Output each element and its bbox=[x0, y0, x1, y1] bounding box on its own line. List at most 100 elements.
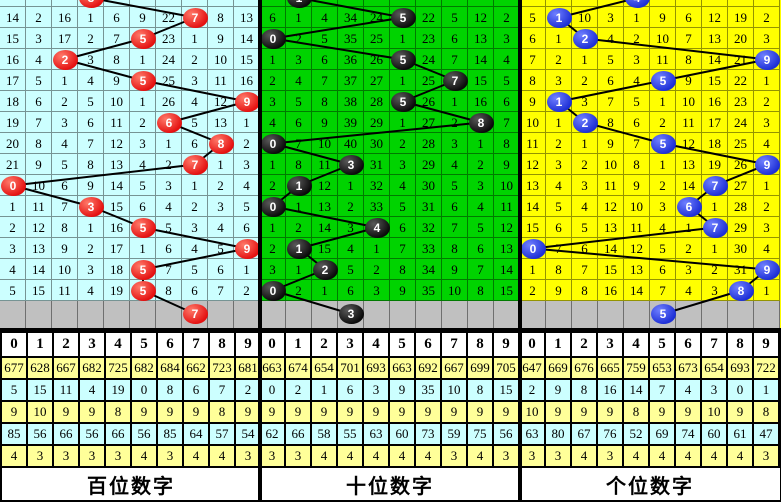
miss-grid-tens: 6 1 4 34 24 22 5 12 2 2 5 35 25 1 23 6 13 3 1 3 6 36 26 24 7 14 4 2… bbox=[260, 0, 520, 328]
stat-cell: 4 bbox=[390, 446, 416, 466]
miss-count-cell: 7 bbox=[572, 259, 598, 280]
stat-cell: 8 bbox=[158, 380, 184, 400]
miss-count-cell: 14 bbox=[598, 238, 624, 259]
grid-row: 3 1 5 2 8 34 9 7 14 bbox=[260, 259, 520, 280]
miss-count-cell: 35 bbox=[338, 28, 364, 49]
stat-cell: 4 bbox=[702, 446, 728, 466]
miss-count-cell: 5 bbox=[130, 175, 156, 196]
stat-cell: 3 bbox=[364, 380, 390, 400]
drawn-number-ball: 7 bbox=[702, 175, 728, 196]
miss-count-cell: 31 bbox=[416, 196, 442, 217]
stat-cell: 56 bbox=[28, 424, 54, 444]
miss-count-cell: 5 bbox=[312, 28, 338, 49]
miss-count-cell: 8 bbox=[520, 70, 546, 91]
miss-count-cell: 2 bbox=[572, 154, 598, 175]
miss-count-cell: 17 bbox=[0, 70, 26, 91]
stat-cell: 63 bbox=[364, 424, 390, 444]
stat-cell: 4 bbox=[312, 446, 338, 466]
partial-cell bbox=[520, 0, 546, 7]
stat-cell: 0 bbox=[260, 380, 286, 400]
gray-cell bbox=[572, 301, 598, 328]
miss-count-cell: 13 bbox=[468, 28, 494, 49]
stat-cell: 9 bbox=[2, 402, 28, 422]
miss-count-cell: 15 bbox=[598, 259, 624, 280]
partial-cell bbox=[260, 0, 286, 7]
stat-cell: 9 bbox=[132, 402, 158, 422]
stat-cell: 4 bbox=[364, 446, 390, 466]
miss-count-cell: 15 bbox=[26, 280, 52, 301]
stat-cell: 56 bbox=[132, 424, 158, 444]
miss-count-cell: 5 bbox=[494, 70, 520, 91]
miss-count-cell: 4 bbox=[572, 196, 598, 217]
stat-cell: 67 bbox=[572, 424, 598, 444]
miss-count-cell: 14 bbox=[676, 175, 702, 196]
stat-cell: 52 bbox=[624, 424, 650, 444]
partial-cell bbox=[702, 0, 728, 7]
miss-count-cell: 1 bbox=[234, 259, 260, 280]
partial-cell bbox=[130, 0, 156, 7]
miss-count-cell: 6 bbox=[442, 28, 468, 49]
miss-count-cell: 6 bbox=[208, 259, 234, 280]
panel-title: 十位数字 bbox=[346, 475, 434, 498]
stat-cell: 9 bbox=[468, 402, 494, 422]
miss-count-cell: 9 bbox=[52, 238, 78, 259]
miss-count-cell: 3 bbox=[546, 154, 572, 175]
stat-cell: 85 bbox=[2, 424, 28, 444]
stat-cell: 699 bbox=[468, 358, 494, 378]
miss-count-cell: 6 bbox=[572, 238, 598, 259]
stat-cell: 3 bbox=[28, 446, 54, 466]
miss-count-cell: 26 bbox=[364, 49, 390, 70]
miss-count-cell: 1 bbox=[260, 49, 286, 70]
gray-cell bbox=[130, 301, 156, 328]
miss-count-cell: 13 bbox=[104, 154, 130, 175]
panel-separator bbox=[258, 0, 262, 502]
grid-row: 10 6 9 14 5 3 1 2 4 bbox=[0, 175, 260, 196]
stat-cell: 55 bbox=[338, 424, 364, 444]
gray-row-ball: 5 bbox=[650, 304, 676, 324]
miss-count-cell: 8 bbox=[286, 154, 312, 175]
miss-count-cell: 6 bbox=[676, 7, 702, 28]
stat-cell: 9 bbox=[184, 402, 210, 422]
grid-row: 7 2 1 5 3 11 8 14 21 bbox=[520, 49, 781, 70]
miss-count-cell: 8 bbox=[676, 49, 702, 70]
miss-count-cell: 25 bbox=[728, 133, 754, 154]
drawn-number-ball: 4 bbox=[364, 217, 390, 238]
stat-cell: 61 bbox=[728, 424, 754, 444]
miss-count-cell: 2 bbox=[130, 112, 156, 133]
miss-count-cell: 28 bbox=[364, 91, 390, 112]
partial-cell bbox=[0, 0, 26, 7]
grid-row: 14 5 4 12 10 3 1 28 2 bbox=[520, 196, 781, 217]
stat-cell: 73 bbox=[416, 424, 442, 444]
grid-row: 1 11 7 15 6 4 2 3 5 bbox=[0, 196, 260, 217]
miss-count-cell: 1 bbox=[390, 70, 416, 91]
miss-count-cell: 37 bbox=[338, 70, 364, 91]
miss-count-cell: 1 bbox=[130, 49, 156, 70]
miss-count-cell: 5 bbox=[234, 196, 260, 217]
miss-count-cell: 8 bbox=[624, 154, 650, 175]
miss-count-cell: 30 bbox=[364, 133, 390, 154]
miss-count-cell: 15 bbox=[520, 217, 546, 238]
stat-cell: 4 bbox=[728, 446, 754, 466]
miss-count-cell: 1 bbox=[52, 70, 78, 91]
drawn-number-ball: 0 bbox=[260, 133, 286, 154]
miss-count-cell: 10 bbox=[208, 49, 234, 70]
miss-count-cell: 9 bbox=[104, 70, 130, 91]
stat-cell: 9 bbox=[728, 402, 754, 422]
miss-count-cell: 12 bbox=[26, 217, 52, 238]
partial-cell bbox=[494, 0, 520, 7]
miss-count-cell: 1 bbox=[234, 112, 260, 133]
miss-count-cell: 14 bbox=[0, 7, 26, 28]
drawn-number-ball: 5 bbox=[650, 133, 676, 154]
miss-count-cell: 13 bbox=[676, 154, 702, 175]
stat-row: 9 10 9 9 8 9 9 9 8 9 bbox=[2, 402, 262, 424]
miss-count-cell: 22 bbox=[416, 7, 442, 28]
miss-count-cell: 7 bbox=[78, 133, 104, 154]
digit-header-cell: 1 bbox=[546, 333, 572, 356]
stat-row: 63 80 67 76 52 69 74 60 61 47 bbox=[520, 424, 780, 446]
miss-count-cell: 1 bbox=[156, 133, 182, 154]
stat-cell: 628 bbox=[28, 358, 54, 378]
grid-row: 14 2 16 1 6 9 22 8 13 bbox=[0, 7, 260, 28]
stat-cell: 663 bbox=[390, 358, 416, 378]
panel-hundreds: 14 2 16 1 6 9 22 8 13 15 3 17 2 7 23 1 9 14 16 4 3 8 1 24 2 10 15 1… bbox=[0, 0, 262, 502]
